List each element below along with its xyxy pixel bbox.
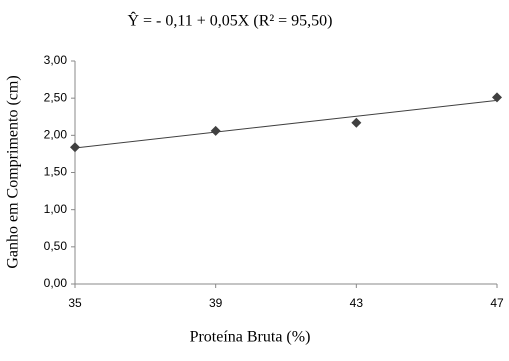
data-point <box>492 92 502 103</box>
x-tick-label: 47 <box>490 296 504 310</box>
x-tick-label: 43 <box>350 296 364 310</box>
data-point <box>70 142 80 153</box>
y-tick-label: 1,00 <box>44 202 68 216</box>
data-point <box>351 117 362 128</box>
data-point <box>210 125 221 136</box>
y-tick-label: 3,00 <box>44 53 68 67</box>
y-tick-label: 1,50 <box>44 165 68 179</box>
x-axis-label: Proteína Bruta (%) <box>190 329 311 346</box>
x-tick-label: 35 <box>68 296 82 310</box>
y-tick-label: 0,00 <box>44 276 68 290</box>
y-tick-label: 0,50 <box>44 239 68 253</box>
chart-title: Ŷ = - 0,11 + 0,05X (R² = 95,50) <box>127 11 332 30</box>
y-tick-label: 2,00 <box>44 128 68 142</box>
trendline <box>74 99 498 149</box>
y-axis-label: Ganho em Comprimento (cm) <box>5 75 22 268</box>
x-tick-label: 39 <box>209 296 223 310</box>
y-tick-label: 2,50 <box>44 90 68 104</box>
